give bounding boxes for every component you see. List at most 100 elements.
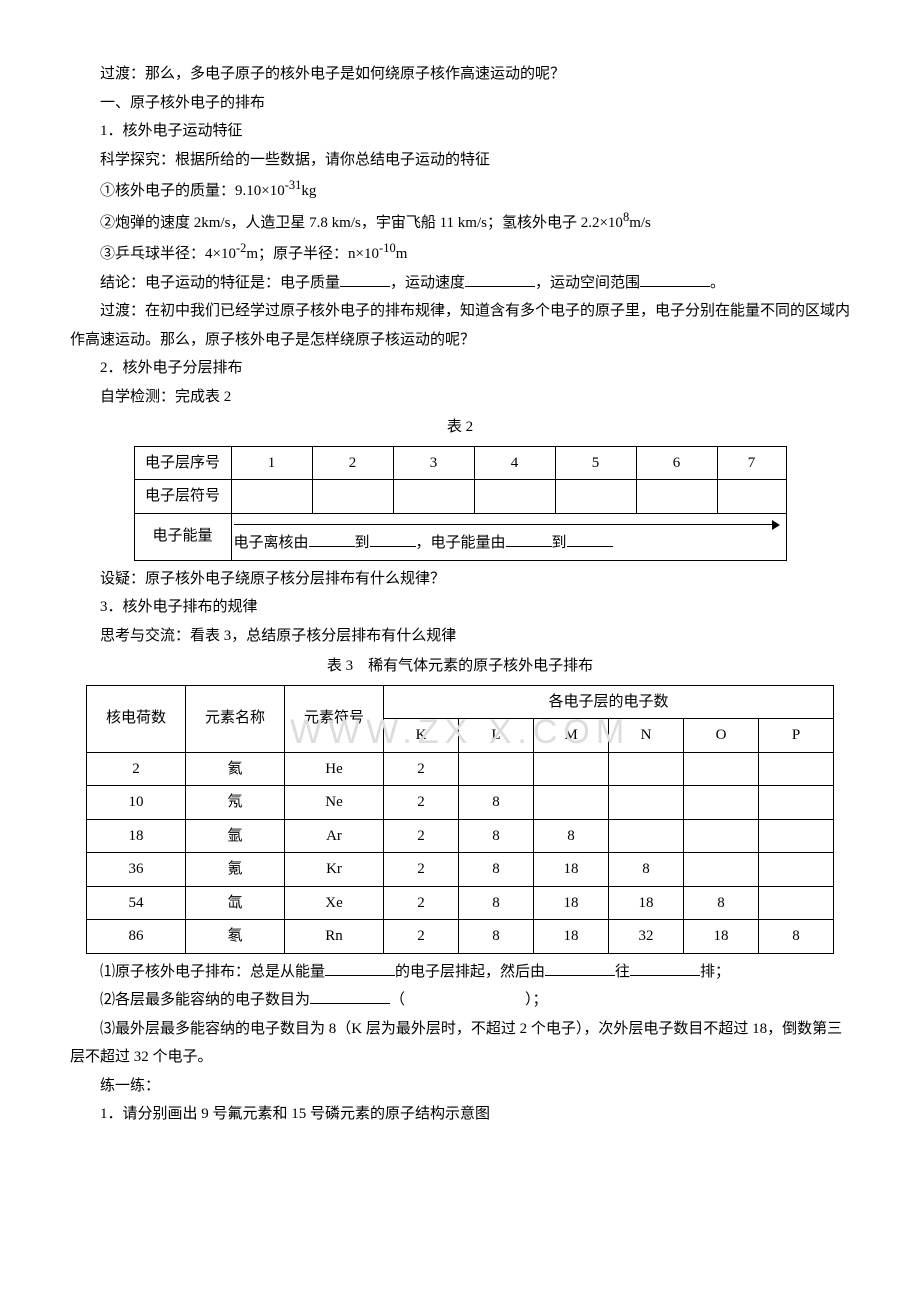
t3-z: 10 xyxy=(87,786,186,820)
t3-e: 18 xyxy=(534,886,609,920)
t3-name: 氦 xyxy=(186,752,285,786)
item-1-b: kg xyxy=(301,183,316,199)
q2a: ⑵各层最多能容纳的电子数目为 xyxy=(100,992,310,1008)
sub-3: 3．核外电子排布的规律 xyxy=(70,593,850,622)
t3-e: 8 xyxy=(459,853,534,887)
t3-e: 8 xyxy=(609,853,684,887)
t3-e: 8 xyxy=(459,920,534,954)
t3-e: 18 xyxy=(534,920,609,954)
t3-sh-O: O xyxy=(684,719,759,753)
t3-sh-N: N xyxy=(609,719,684,753)
item-3: ③乒乓球半径：4×10-2m；原子半径：n×10-10m xyxy=(70,237,850,269)
arrow-line xyxy=(234,524,774,525)
t2-c4: 4 xyxy=(474,446,555,480)
item-1-a: ①核外电子的质量：9.10×10 xyxy=(100,183,285,199)
p3a: 结论：电子运动的特征是：电子质量 xyxy=(100,275,340,291)
sup-m31: -31 xyxy=(285,178,302,192)
blank-a4 xyxy=(567,546,613,547)
table-row: 36氪Kr28188 xyxy=(87,853,834,887)
t3-sym: Kr xyxy=(285,853,384,887)
t3-sym: Ar xyxy=(285,819,384,853)
table-row: 10氖Ne28 xyxy=(87,786,834,820)
t3-sh-P: P xyxy=(759,719,834,753)
arrow-d: 到 xyxy=(552,535,567,551)
t3-e: 2 xyxy=(384,819,459,853)
t3-e: 18 xyxy=(609,886,684,920)
t3-e xyxy=(759,886,834,920)
t2-c1: 1 xyxy=(231,446,312,480)
t3-e xyxy=(459,752,534,786)
t2-c2: 2 xyxy=(312,446,393,480)
table-3: 核电荷数 元素名称 元素符号 各电子层的电子数 K L M N O P 2氦He… xyxy=(86,685,834,954)
t2-r2-7 xyxy=(717,480,786,514)
blank-space xyxy=(640,271,710,287)
table-row: 2氦He2 xyxy=(87,752,834,786)
t3-e xyxy=(759,819,834,853)
t3-e: 8 xyxy=(759,920,834,954)
t3-h-sym: 元素符号 xyxy=(285,685,384,752)
t2-r2-6 xyxy=(636,480,717,514)
table2-caption: 表 2 xyxy=(70,413,850,442)
arrow-b: 到 xyxy=(355,535,370,551)
blank-q2-1 xyxy=(310,988,390,1004)
t3-e: 2 xyxy=(384,886,459,920)
arrow-head-icon xyxy=(772,520,780,530)
item-3-c: m xyxy=(396,246,408,262)
think: 思考与交流：看表 3，总结原子核分层排布有什么规律 xyxy=(70,622,850,651)
item-1: ①核外电子的质量：9.10×10-31kg xyxy=(70,174,850,206)
t3-name: 氖 xyxy=(186,786,285,820)
transition-2: 过渡：在初中我们已经学过原子核外电子的排布规律，知道含有多个电子的原子里，电子分… xyxy=(70,297,850,354)
t2-r2-1 xyxy=(231,480,312,514)
t2-r3-label: 电子能量 xyxy=(134,513,231,560)
t3-e xyxy=(684,853,759,887)
q2: ⑵各层最多能容纳的电子数目为 （ ）； xyxy=(70,986,850,1015)
t2-c7: 7 xyxy=(717,446,786,480)
t3-e xyxy=(534,752,609,786)
blank-q1-1 xyxy=(325,960,395,976)
blank-speed xyxy=(465,271,535,287)
blank-a3 xyxy=(506,546,552,547)
q2b: （ xyxy=(390,992,405,1008)
t2-c6: 6 xyxy=(636,446,717,480)
t2-r2-5 xyxy=(555,480,636,514)
t3-z: 2 xyxy=(87,752,186,786)
t2-c3: 3 xyxy=(393,446,474,480)
sup-m10: -10 xyxy=(379,241,396,255)
t3-e: 18 xyxy=(534,853,609,887)
item-2-a: ②炮弹的速度 2km/s，人造卫星 7.8 km/s，宇宙飞船 11 km/s；… xyxy=(100,215,623,231)
table3-caption: 表 3 稀有气体元素的原子核外电子排布 xyxy=(70,652,850,681)
t3-sym: Xe xyxy=(285,886,384,920)
t3-e xyxy=(609,786,684,820)
q1a: ⑴原子核外电子排布：总是从能量 xyxy=(100,964,325,980)
q3: ⑶最外层最多能容纳的电子数目为 8（K 层为最外层时，不超过 2 个电子），次外… xyxy=(70,1015,850,1072)
t3-e: 2 xyxy=(384,786,459,820)
sup-m2: -2 xyxy=(236,241,246,255)
conclusion: 结论：电子运动的特征是：电子质量，运动速度，运动空间范围。 xyxy=(70,269,850,298)
blank-q1-3 xyxy=(630,960,700,976)
table-2: 电子层序号 1 2 3 4 5 6 7 电子层符号 电子能量 电子离核由到，电子… xyxy=(134,446,787,561)
doubt: 设疑：原子核外电子绕原子核分层排布有什么规律？ xyxy=(70,565,850,594)
t3-sh-M: M xyxy=(534,719,609,753)
p3d: 。 xyxy=(710,275,725,291)
heading-1: 一、原子核外电子的排布 xyxy=(70,89,850,118)
arrow-c: ，电子能量由 xyxy=(416,535,506,551)
blank-a1 xyxy=(309,546,355,547)
t3-e: 18 xyxy=(684,920,759,954)
t3-e: 8 xyxy=(459,819,534,853)
t3-h-group: 各电子层的电子数 xyxy=(384,685,834,719)
t2-arrow: 电子离核由到，电子能量由到 xyxy=(232,516,786,558)
t2-r2-2 xyxy=(312,480,393,514)
t3-e: 8 xyxy=(459,786,534,820)
q1d: 排； xyxy=(700,964,730,980)
t3-e xyxy=(609,752,684,786)
t3-e xyxy=(759,752,834,786)
table-row: 18氩Ar288 xyxy=(87,819,834,853)
t3-sym: Rn xyxy=(285,920,384,954)
blank-a2 xyxy=(370,546,416,547)
t3-e: 2 xyxy=(384,920,459,954)
t3-z: 86 xyxy=(87,920,186,954)
q2c: ）； xyxy=(525,992,548,1008)
t2-r2-4 xyxy=(474,480,555,514)
q1b: 的电子层排起，然后由 xyxy=(395,964,545,980)
t2-r1-label: 电子层序号 xyxy=(134,446,231,480)
